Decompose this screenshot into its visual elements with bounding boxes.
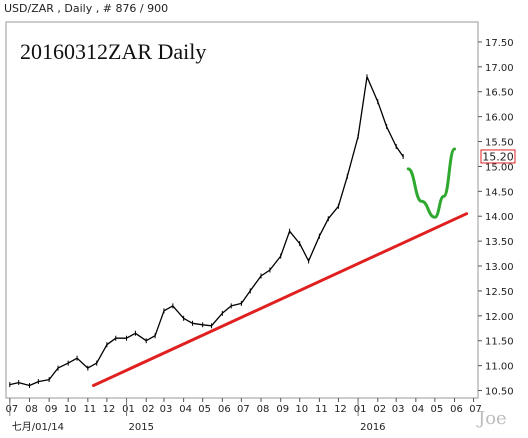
y-axis: 10.50 11.00 11.50 12.00 12.50 13.00 13.50 14.00… <box>478 38 514 398</box>
x-tick-label: 09 <box>276 404 289 415</box>
x-tick-label: 03 <box>392 404 405 415</box>
x-tick-label: 11 <box>315 404 328 415</box>
last-price-box <box>480 149 516 164</box>
x-tick-label: 11 <box>83 404 96 415</box>
x-tick-label: 03 <box>160 404 173 415</box>
x-tick-label: 12 <box>334 404 347 415</box>
x-tick-label: 02 <box>142 404 155 415</box>
chart-header: USD/ZAR , Daily , # 876 / 900 <box>4 2 168 15</box>
x-tick-label: 06 <box>450 404 463 415</box>
x-major-label: 2015 <box>129 422 154 433</box>
x-tick-label: 04 <box>179 404 192 415</box>
x-tick-label: 10 <box>295 404 308 415</box>
x-tick-label: 07 <box>237 404 250 415</box>
x-tick-label: 07 <box>469 404 482 415</box>
y-tick-label: 15.50 <box>485 138 514 149</box>
x-tick-label: 12 <box>103 404 116 415</box>
x-tick-label: 06 <box>218 404 231 415</box>
x-tick-label: 08 <box>25 404 38 415</box>
y-tick-label: 16.50 <box>485 88 514 99</box>
y-tick-label: 10.50 <box>485 387 514 398</box>
x-axis: 07 08 09 10 11 12 01 02 03 04 05 06 07 08 09 10 11 12 01 02… <box>5 398 482 433</box>
x-tick-label: 05 <box>198 404 211 415</box>
y-tick-label: 16.00 <box>485 113 514 124</box>
x-tick-label: 09 <box>45 404 58 415</box>
series-layer <box>9 74 469 389</box>
y-tick-label: 11.50 <box>485 337 514 348</box>
x-major-label: 2016 <box>360 422 385 433</box>
x-major-label: 七月/01/14 <box>12 421 64 433</box>
chart-title: 20160312ZAR Daily <box>20 39 206 64</box>
y-tick-label: 13.50 <box>485 237 514 248</box>
y-tick-label: 15.00 <box>485 162 514 173</box>
y-tick-label: 12.00 <box>485 312 514 323</box>
y-tick-label: 17.50 <box>485 38 514 49</box>
x-tick-label: 08 <box>257 404 270 415</box>
last-price-label: 15.20 <box>482 150 514 163</box>
series-projection <box>406 147 457 219</box>
x-tick-label: 10 <box>64 404 77 415</box>
x-tick-label: 02 <box>373 404 386 415</box>
x-tick-label: 04 <box>411 404 424 415</box>
last-price-badge: 15.20 <box>480 149 516 164</box>
x-tick-label: 05 <box>430 404 443 415</box>
series-price <box>9 76 404 387</box>
x-tick-label: 01 <box>122 404 135 415</box>
series-trendline <box>92 212 469 387</box>
y-tick-label: 14.50 <box>485 187 514 198</box>
x-tick-label: 01 <box>354 404 367 415</box>
y-tick-label: 17.00 <box>485 63 514 74</box>
plot-frame <box>5 21 479 399</box>
y-tick-label: 13.00 <box>485 262 514 273</box>
y-tick-label: 11.00 <box>485 362 514 373</box>
watermark: Joe <box>476 408 507 429</box>
y-tick-label: 12.50 <box>485 287 514 298</box>
x-tick-label: 07 <box>5 404 18 415</box>
y-tick-label: 14.00 <box>485 212 514 223</box>
